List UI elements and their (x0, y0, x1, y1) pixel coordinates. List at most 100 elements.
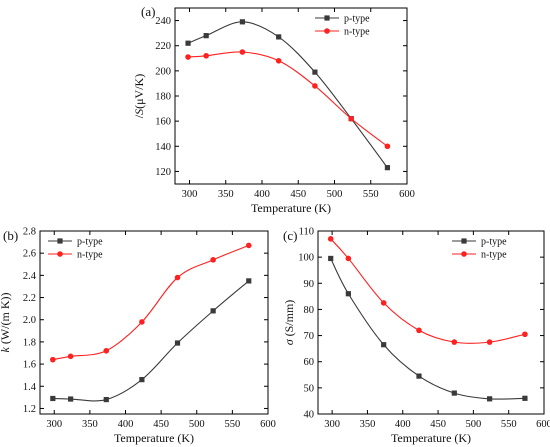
data-point-p-type (487, 396, 493, 402)
data-point-n-type (416, 327, 422, 334)
legend-marker-p-type (324, 15, 330, 21)
y-tick-label: 2.8 (23, 227, 36, 238)
y-tick-label: 40 (304, 410, 315, 421)
data-point-n-type (312, 83, 318, 89)
y-tick-label: 2.2 (23, 293, 36, 304)
data-point-p-type (185, 40, 191, 46)
data-point-n-type (67, 353, 74, 360)
x-tick-label: 300 (46, 419, 62, 430)
data-point-n-type (239, 49, 246, 55)
data-point-n-type (486, 339, 493, 345)
legend: p-type n-type (452, 237, 507, 261)
y-tick-label: 2.4 (23, 271, 37, 282)
panel-label: (b) (3, 228, 18, 243)
y-tick-label: 1.8 (23, 337, 36, 348)
series-line-p-type (52, 280, 250, 402)
x-tick-label: 600 (399, 189, 415, 200)
x-tick-label: 600 (536, 419, 550, 430)
legend: p-type n-type (315, 14, 370, 38)
y-axis-title: /S(μV/K) (132, 74, 146, 118)
data-point-p-type (174, 340, 181, 346)
data-point-p-type (522, 395, 528, 401)
y-tick-label: 2.6 (23, 249, 36, 260)
y-tick-label: 220 (155, 41, 171, 52)
y-axis-title: σ (S/mm) (282, 300, 296, 346)
legend-label-n-type: n-type (344, 27, 370, 38)
data-point-n-type (345, 255, 352, 262)
legend-label-n-type: n-type (481, 250, 507, 261)
x-axis-title: Temperature (K) (391, 431, 471, 445)
data-point-n-type (327, 236, 334, 242)
x-tick-label: 350 (218, 189, 234, 200)
y-axis-title-prefix: / (132, 114, 146, 118)
data-point-p-type (416, 373, 422, 379)
y-tick-label: 160 (155, 117, 171, 128)
series-line-p-type (330, 258, 525, 400)
x-tick-label: 450 (153, 419, 169, 430)
legend-marker-n-type (57, 251, 63, 257)
data-point-p-type (68, 396, 74, 402)
x-axis-title: Temperature (K) (114, 431, 194, 445)
y-tick-label: 1.4 (23, 382, 37, 393)
x-tick-label: 300 (324, 419, 340, 430)
legend-label-p-type: p-type (481, 237, 507, 248)
y-tick-label: 90 (304, 279, 315, 290)
x-tick-label: 400 (118, 419, 134, 430)
data-point-n-type (522, 331, 528, 338)
data-point-n-type (384, 143, 391, 150)
y-tick-label: 1.6 (23, 360, 36, 371)
data-point-n-type (174, 274, 181, 281)
data-point-p-type (50, 395, 56, 402)
data-point-n-type (203, 52, 209, 59)
y-axis-title-unit: (W/(m K)) (0, 293, 12, 348)
y-tick-label: 80 (304, 305, 315, 316)
legend-label-p-type: p-type (77, 237, 103, 248)
x-tick-label: 350 (360, 419, 376, 430)
y-axis-title-symbol: k (0, 346, 12, 352)
plot-frame (317, 230, 545, 415)
series-line-p-type (187, 21, 388, 168)
x-tick-label: 500 (189, 419, 205, 430)
data-point-p-type (103, 396, 109, 403)
data-point-p-type (210, 308, 216, 314)
x-tick-label: 450 (290, 189, 306, 200)
data-point-p-type (451, 390, 457, 396)
data-point-n-type (348, 115, 354, 122)
series-line-n-type (52, 244, 249, 361)
y-tick-label: 60 (304, 357, 315, 368)
y-tick-label: 2.0 (23, 315, 36, 326)
chart-panel-a: 300 350 400 450 500 550 600 120 140 160 180 200 220 2… (132, 4, 415, 215)
legend-marker-p-type (57, 238, 63, 244)
x-tick-label: 400 (395, 419, 411, 430)
chart-panel-c: 300 350 400 450 500 550 600 40 50 60 70 80 90 100 110 T… (282, 227, 550, 446)
y-tick-label: 100 (298, 253, 314, 264)
x-tick-label: 550 (363, 189, 379, 200)
panel-label: (c) (283, 228, 297, 243)
data-point-n-type (275, 58, 282, 64)
legend-marker-n-type (461, 251, 467, 257)
data-point-p-type (381, 342, 387, 348)
series-line-n-type (188, 51, 388, 147)
data-point-n-type (50, 356, 56, 363)
x-tick-label: 350 (82, 419, 98, 430)
y-tick-label: 1.2 (23, 404, 36, 415)
y-tick-label: 180 (155, 92, 171, 103)
x-tick-label: 500 (327, 189, 343, 200)
x-tick-label: 600 (260, 419, 276, 430)
panel-label: (a) (141, 4, 155, 19)
y-axis-title-unit: (μV/K) (132, 74, 146, 109)
y-tick-label: 120 (155, 167, 171, 178)
y-axis-title-symbol: σ (282, 338, 296, 345)
data-point-n-type (451, 339, 458, 345)
data-point-p-type (276, 34, 282, 40)
x-tick-label: 300 (182, 189, 198, 200)
legend-label-n-type: n-type (77, 250, 103, 261)
y-tick-label: 110 (299, 227, 314, 238)
data-point-p-type (328, 255, 334, 262)
data-point-n-type (103, 347, 110, 354)
y-tick-label: 50 (304, 383, 315, 394)
chart-panel-b: 300 350 400 450 500 550 600 1.2 1.4 1.6 1.8 2.0 2.2 2… (0, 227, 276, 446)
data-point-n-type (185, 54, 191, 60)
data-point-n-type (139, 319, 145, 325)
